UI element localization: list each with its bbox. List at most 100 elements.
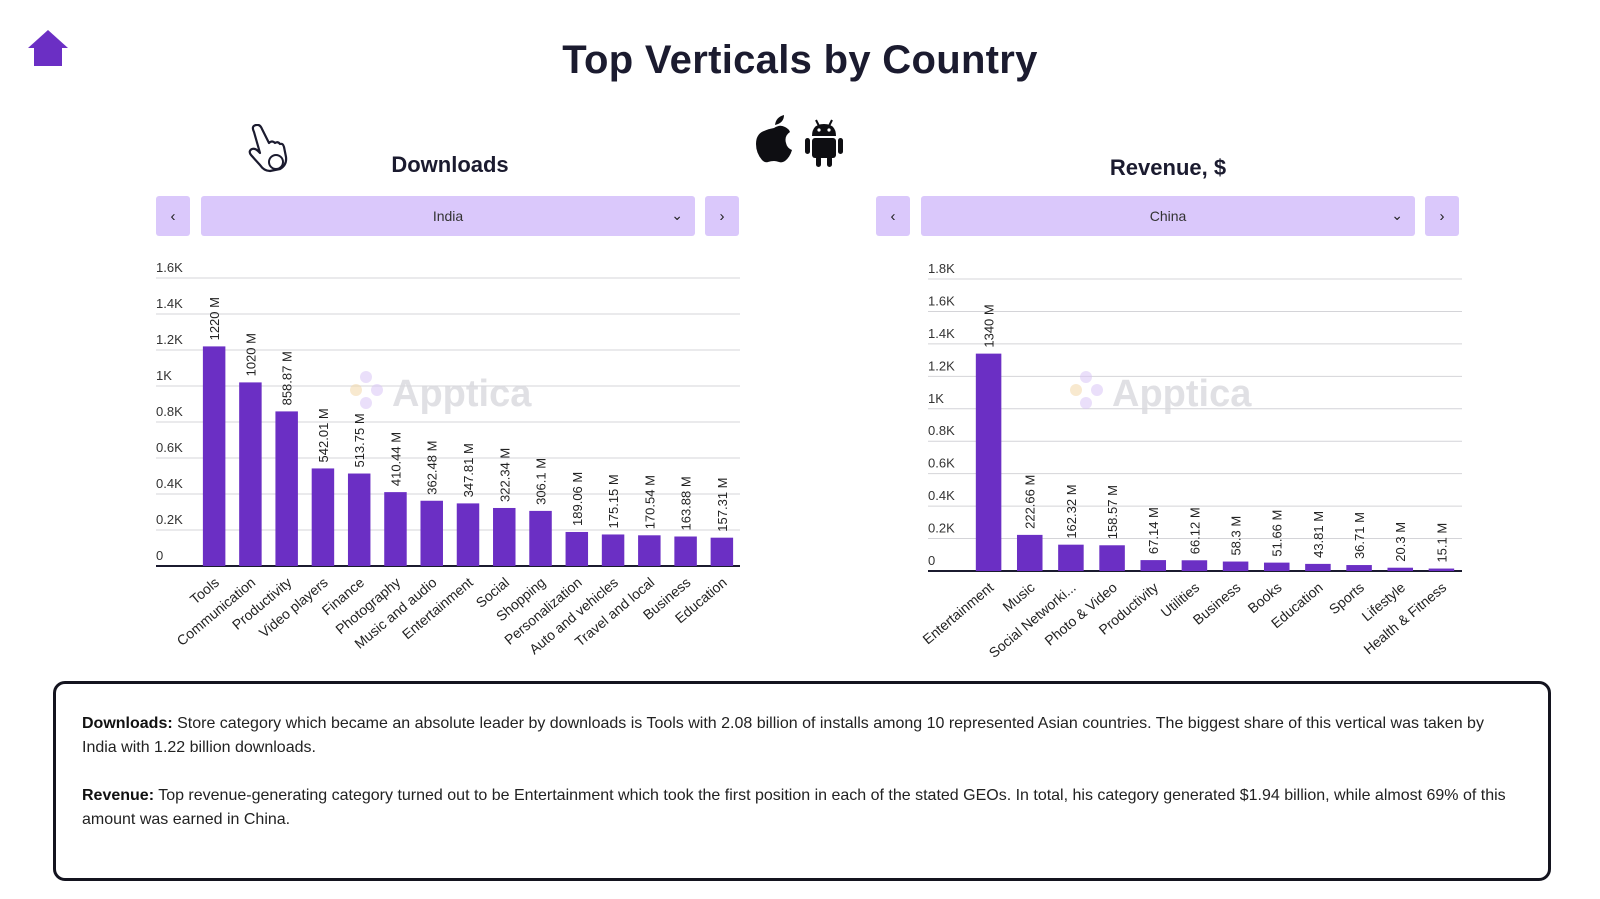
apple-icon[interactable] [754,114,794,164]
bar[interactable] [493,507,516,566]
bar[interactable] [420,500,443,566]
home-icon[interactable] [26,28,70,68]
data-label: 222.66 M [1023,475,1038,529]
watermark-text: Apptica [392,373,532,415]
bar[interactable] [565,531,589,566]
data-label: 175.15 M [606,474,621,528]
y-tick-label: 0.8K [928,423,955,438]
bar[interactable] [674,536,697,566]
downloads-note: Downloads: Store category which became a… [82,715,1484,756]
downloads-prev-button[interactable]: ‹ [156,196,190,236]
data-label: 58.3 M [1229,516,1244,556]
downloads-country-value: India [432,208,464,224]
downloads-country-select[interactable]: India ⌄ [201,196,695,236]
bar[interactable] [384,492,407,566]
data-label: 410.44 M [388,432,403,486]
y-tick-label: 0 [156,548,163,563]
x-tick-label: Entertainment [919,579,996,647]
bar[interactable] [1346,565,1372,571]
y-tick-label: 1.6K [928,293,955,308]
bar[interactable] [710,537,734,566]
bar[interactable] [239,382,262,566]
data-label: 67.14 M [1146,507,1161,554]
bar[interactable] [1181,560,1208,571]
bar[interactable] [1099,545,1125,571]
hand-pointer-icon [248,124,288,173]
watermark-text: Apptica [1112,373,1252,415]
y-tick-label: 1K [928,391,944,406]
data-label: 163.88 M [679,476,694,530]
data-label: 513.75 M [352,413,367,467]
bar[interactable] [311,468,335,566]
bar[interactable] [975,353,1002,571]
data-label: 162.32 M [1064,484,1079,538]
bar[interactable] [1305,563,1331,571]
y-tick-label: 0.4K [156,476,183,491]
y-tick-label: 0.6K [928,456,955,471]
data-label: 170.54 M [642,475,657,529]
bar[interactable] [1428,568,1455,571]
y-tick-label: 1.2K [156,332,183,347]
y-tick-label: 1.4K [928,326,955,341]
bar[interactable] [1140,560,1167,571]
bar[interactable] [1058,544,1084,571]
revenue-chart: 0 0.2K 0.4K 0.6K 0.8K 1K 1.2K 1.4K 1.6K 1.8K 1340 … [919,261,1462,661]
revenue-prev-button[interactable]: ‹ [876,196,910,236]
y-tick-label: 1.8K [928,261,955,276]
data-label: 36.71 M [1352,512,1367,559]
chevron-down-icon: ⌄ [671,207,683,223]
revenue-country-select[interactable]: China ⌄ [921,196,1415,236]
bar[interactable] [1222,561,1249,571]
data-label: 158.57 M [1105,485,1120,539]
bar[interactable] [638,535,661,566]
data-label: 347.81 M [461,443,476,497]
data-label: 362.48 M [425,441,440,495]
y-tick-label: 0.2K [156,512,183,527]
y-tick-label: 0.2K [928,521,955,536]
data-label: 542.01 M [316,408,331,462]
page-title: Top Verticals by Country [562,38,1038,82]
y-tick-label: 1K [156,368,172,383]
summary-box: Downloads: Store category which became a… [53,681,1551,881]
bar[interactable] [1263,562,1290,571]
bar[interactable] [202,346,226,566]
watermark-downloads: Apptica [350,371,532,415]
revenue-note: Revenue: Top revenue-generating category… [82,787,1506,828]
data-label: 66.12 M [1187,507,1202,554]
revenue-title: Revenue, $ [1109,155,1227,180]
data-label: 51.66 M [1270,510,1285,557]
data-label: 1340 M [982,304,997,347]
bar[interactable] [1387,567,1414,571]
data-label: 20.3 M [1393,522,1408,562]
bar[interactable] [347,473,371,566]
data-label: 322.34 M [497,448,512,502]
data-label: 43.81 M [1311,511,1326,558]
y-tick-label: 1.4K [156,296,183,311]
bar[interactable] [456,503,480,566]
data-label: 157.31 M [715,477,730,531]
bar[interactable] [1016,534,1043,571]
downloads-title: Downloads [391,152,509,177]
data-label: 306.1 M [534,458,549,505]
y-tick-label: 0.8K [156,404,183,419]
bar[interactable] [601,534,625,566]
data-label: 858.87 M [280,351,295,405]
y-tick-label: 0.6K [156,440,183,455]
y-tick-label: 0.4K [928,488,955,503]
y-tick-label: 1.6K [156,260,183,275]
chevron-down-icon: ⌄ [1391,207,1403,223]
bar[interactable] [529,510,552,566]
data-label: 15.1 M [1434,523,1449,563]
data-label: 1220 M [207,297,222,340]
y-tick-label: 1.2K [928,358,955,373]
bar[interactable] [275,411,298,566]
data-label: 189.06 M [570,472,585,526]
watermark-revenue: Apptica [1070,371,1252,415]
revenue-country-value: China [1149,208,1187,224]
downloads-next-button[interactable]: › [705,196,739,236]
data-label: 1020 M [243,333,258,376]
revenue-next-button[interactable]: › [1425,196,1459,236]
android-icon[interactable] [804,118,844,168]
